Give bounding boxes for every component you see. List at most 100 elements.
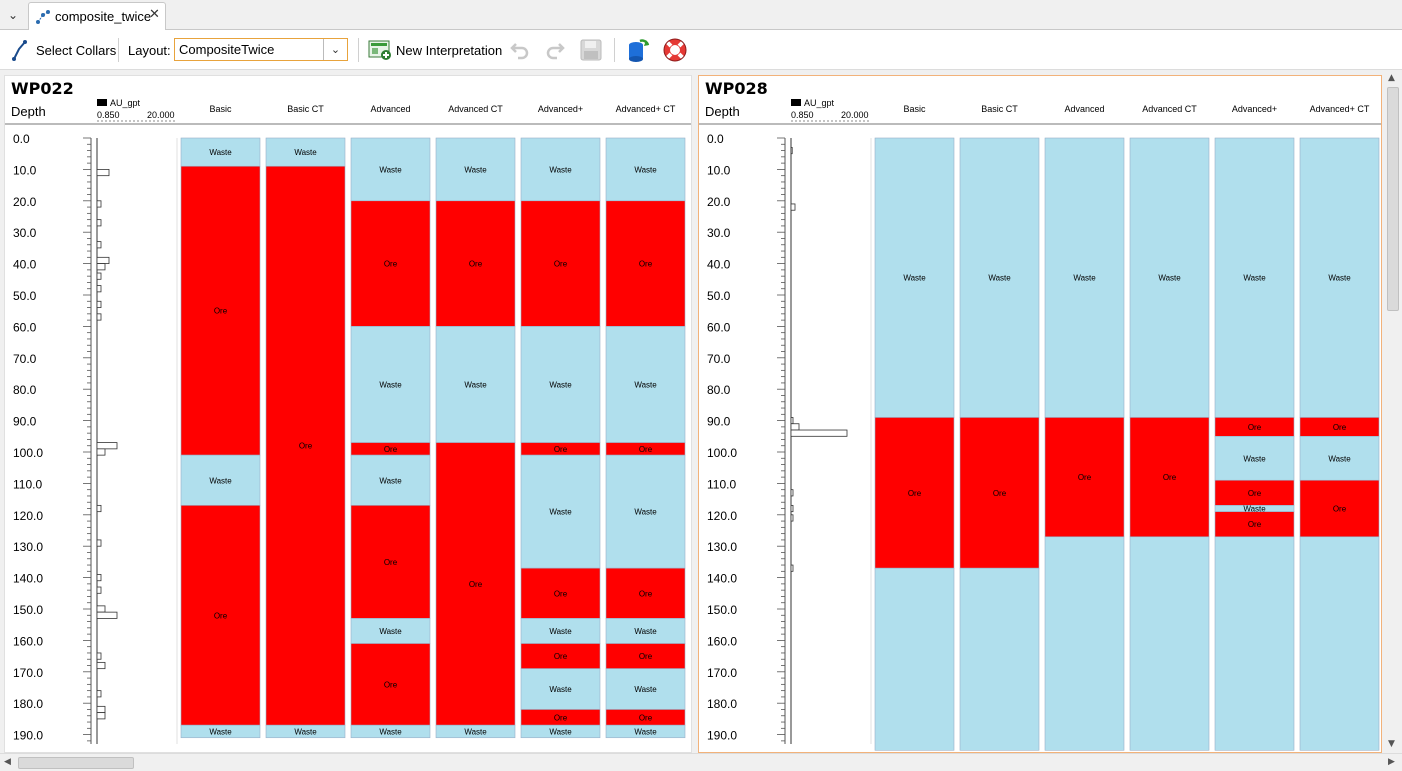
waste-interval (605, 724, 686, 739)
assay-bar (790, 489, 794, 497)
waste-interval (1299, 435, 1380, 481)
depth-label: 10.0 (707, 163, 731, 177)
interval-label: Waste (634, 165, 657, 174)
ore-interval (1214, 511, 1295, 538)
assay-bar (96, 448, 106, 456)
waste-interval (180, 137, 261, 167)
toolbar-divider (358, 38, 359, 62)
refresh-database-icon[interactable] (626, 37, 650, 63)
redo-icon[interactable] (545, 40, 565, 60)
interval-label: Waste (379, 627, 402, 636)
ore-interval (1129, 417, 1210, 538)
ore-interval (605, 643, 686, 669)
vertical-scrollbar[interactable]: ▲ ▼ (1384, 71, 1402, 753)
depth-label: 130.0 (707, 540, 737, 554)
vertical-scroll-thumb[interactable] (1387, 87, 1399, 311)
hole-panel-wp028[interactable]: WP028 Depth AU_gpt 0.850 20.000 Basic Basic CT… (698, 75, 1382, 753)
interval-label: Waste (549, 165, 572, 174)
assay-bar (96, 285, 102, 293)
interval-label: Ore (554, 589, 568, 598)
interval-label: Ore (554, 260, 568, 269)
close-icon[interactable]: ✕ (149, 7, 160, 22)
column-header: Advanced (1064, 104, 1104, 114)
interval-label: Waste (1158, 274, 1181, 283)
assay-bar (96, 241, 102, 249)
depth-label: 170.0 (13, 666, 43, 680)
assay-bar (96, 652, 102, 660)
depth-label: 0.0 (707, 132, 724, 146)
chevron-down-icon[interactable]: ⌄ (323, 39, 347, 60)
horizontal-scroll-thumb[interactable] (18, 757, 134, 769)
waste-interval (1044, 536, 1125, 751)
horizontal-scrollbar[interactable]: ◀ ▶ (0, 753, 1402, 771)
interval-label: Waste (988, 274, 1011, 283)
save-icon[interactable] (580, 39, 602, 61)
interval-label: Waste (549, 380, 572, 389)
assay-legend-name: AU_gpt (804, 98, 835, 108)
waste-interval (350, 724, 431, 739)
assay-bar (96, 200, 102, 208)
interval-label: Ore (639, 589, 653, 598)
depth-header: Depth (11, 104, 46, 119)
interval-label: Waste (379, 380, 402, 389)
interval-label: Waste (549, 727, 572, 736)
depth-label: 190.0 (707, 729, 737, 743)
assay-bar (96, 442, 118, 450)
scroll-right-icon[interactable]: ▶ (1388, 757, 1395, 767)
depth-label: 30.0 (13, 226, 37, 240)
depth-label: 80.0 (13, 383, 37, 397)
column-header: Basic (903, 104, 926, 114)
interval-label: Waste (209, 727, 232, 736)
waste-interval (1299, 137, 1380, 418)
graph-icon (36, 10, 50, 24)
tab-label: composite_twice (55, 9, 152, 24)
depth-label: 180.0 (707, 697, 737, 711)
scroll-up-icon[interactable]: ▲ (1388, 73, 1395, 83)
scroll-down-icon[interactable]: ▼ (1388, 739, 1395, 749)
column-header: Advanced+ CT (616, 104, 676, 114)
interval-label: Waste (464, 380, 487, 389)
depth-label: 100.0 (13, 446, 43, 460)
ore-interval (1044, 417, 1125, 538)
select-collars-button[interactable]: Select Collars (10, 30, 116, 70)
depth-header: Depth (705, 104, 740, 119)
assay-bar (96, 219, 102, 227)
interval-label: Waste (379, 165, 402, 174)
depth-label: 60.0 (707, 320, 731, 334)
interval-label: Waste (379, 476, 402, 485)
help-lifebuoy-icon[interactable] (662, 37, 688, 63)
depth-label: 30.0 (707, 226, 731, 240)
interval-label: Ore (384, 260, 398, 269)
tab-list-menu-button[interactable]: ⌄ (7, 8, 19, 22)
undo-icon[interactable] (510, 40, 530, 60)
scroll-left-icon[interactable]: ◀ (4, 757, 11, 767)
depth-label: 50.0 (13, 289, 37, 303)
waste-interval (605, 454, 686, 569)
waste-interval (1129, 536, 1210, 751)
assay-bar (96, 504, 102, 513)
new-interpretation-button[interactable]: New Interpretation (368, 30, 502, 70)
interval-label: Ore (993, 489, 1007, 498)
assay-legend-name: AU_gpt (110, 98, 141, 108)
interval-label: Waste (1243, 505, 1266, 514)
assay-bar (96, 574, 102, 582)
depth-label: 90.0 (707, 415, 731, 429)
tab-composite-twice[interactable]: composite_twice ✕ (28, 2, 166, 30)
depth-label: 60.0 (13, 320, 37, 334)
assay-bar (96, 300, 102, 308)
depth-label: 40.0 (13, 258, 37, 272)
assay-legend-swatch (791, 99, 801, 106)
assay-bar (790, 417, 794, 425)
ore-interval (520, 567, 601, 619)
waste-interval (350, 618, 431, 644)
interval-label: Ore (908, 489, 922, 498)
column-header: Basic CT (981, 104, 1018, 114)
column-header: Basic (209, 104, 232, 114)
assay-bar (790, 147, 793, 155)
interval-label: Waste (1243, 274, 1266, 283)
interval-label: Ore (214, 307, 228, 316)
assay-bar (790, 423, 800, 431)
hole-panel-wp022[interactable]: WP022 Depth AU_gpt 0.850 20.000 Basic Basic CT… (4, 75, 692, 753)
waste-interval (605, 137, 686, 202)
layout-select[interactable]: CompositeTwice ⌄ (174, 38, 348, 61)
